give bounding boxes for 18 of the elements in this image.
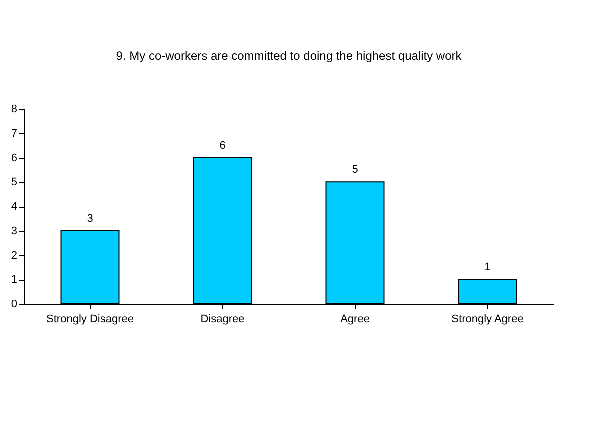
y-tick-label: 2 (11, 250, 18, 262)
x-tick-label: Strongly Disagree (46, 314, 134, 326)
y-tick-label: 5 (11, 176, 18, 189)
x-tick-label: Strongly Agree (452, 314, 524, 326)
y-tick-label: 7 (11, 128, 18, 140)
data-label: 3 (87, 212, 94, 225)
y-tick-label: 1 (11, 274, 18, 286)
y-tick-label: 0 (11, 298, 18, 310)
x-tick-label: Disagree (200, 314, 245, 326)
y-tick-label: 8 (11, 104, 18, 116)
data-label: 5 (352, 164, 358, 176)
data-label: 1 (484, 262, 491, 274)
chart-title: 9. My co-workers are committed to doing the highest quality work (116, 49, 463, 63)
y-tick-label: 3 (11, 225, 18, 238)
x-tick-label: Agree (340, 314, 370, 326)
y-tick-label: 4 (11, 201, 18, 213)
y-tick-label: 6 (11, 152, 18, 164)
data-label: 6 (220, 140, 226, 152)
